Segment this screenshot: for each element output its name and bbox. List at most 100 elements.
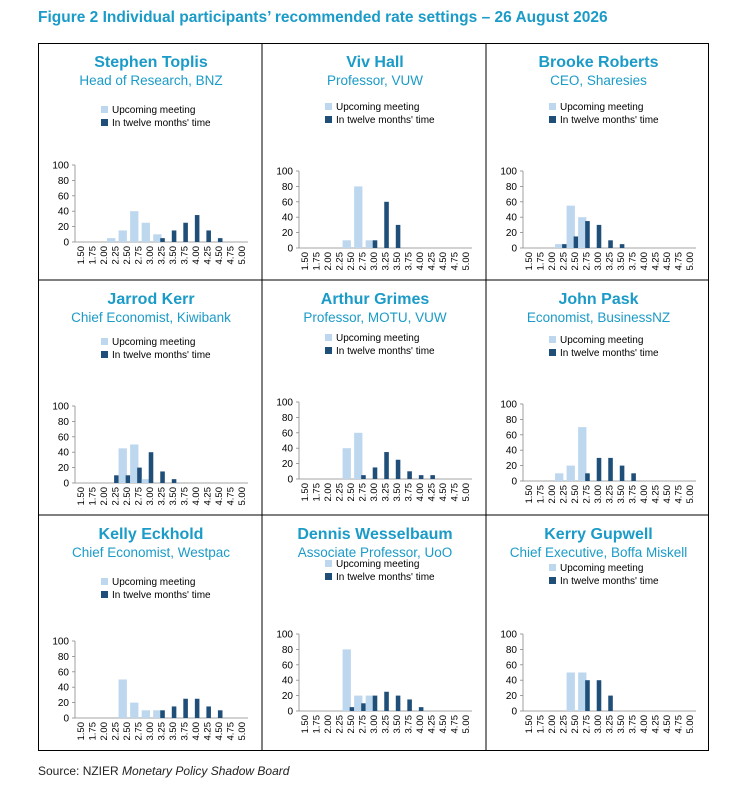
- x-tick-label: 4.75: [674, 715, 685, 734]
- bar-twelve-months: [407, 471, 412, 479]
- participant-role: Professor, VUW: [326, 73, 424, 88]
- participant-panel: John Pask Economist, BusinessNZ Upcoming m…: [487, 281, 710, 516]
- legend-label-upcoming: Upcoming meeting: [112, 105, 195, 116]
- bar-twelve-months: [619, 465, 625, 481]
- rate-chart: Upcoming meeting In twelve months' time 0 2…: [500, 102, 696, 271]
- x-tick-label: 2.00: [547, 715, 558, 734]
- legend-label-twelve: In twelve months' time: [560, 348, 659, 359]
- x-tick-label: 1.75: [311, 252, 322, 271]
- x-tick-label: 3.25: [605, 715, 616, 734]
- bar-upcoming: [578, 672, 587, 711]
- x-tick-label: 2.00: [547, 252, 558, 271]
- participant-name: Kerry Gupwell: [544, 526, 653, 543]
- x-tick-label: 2.25: [110, 487, 121, 506]
- bar-twelve-months: [361, 703, 366, 711]
- x-tick-label: 1.75: [87, 246, 98, 265]
- y-tick-label: 40: [506, 213, 518, 224]
- x-tick-label: 3.00: [145, 722, 156, 741]
- rate-chart: Upcoming meeting In twelve months' time 0 2…: [276, 333, 472, 502]
- bar-twelve-months: [372, 695, 378, 711]
- rate-chart: Upcoming meeting In twelve months' time 0 2…: [52, 337, 248, 506]
- participant-role: Chief Economist, Westpac: [71, 545, 231, 560]
- x-tick-label: 2.50: [570, 485, 581, 504]
- y-tick-label: 20: [506, 691, 518, 702]
- legend-label-twelve: In twelve months' time: [112, 350, 211, 361]
- legend-swatch-upcoming: [325, 103, 332, 110]
- y-tick-label: 80: [282, 182, 294, 193]
- y-tick-label: 60: [506, 197, 518, 208]
- y-tick-label: 80: [506, 415, 518, 426]
- bar-twelve-months: [596, 457, 602, 481]
- bar-upcoming: [118, 679, 127, 718]
- x-tick-label: 5.00: [685, 715, 696, 734]
- participant-name: Viv Hall: [346, 54, 404, 71]
- x-tick-label: 2.75: [133, 487, 144, 506]
- y-tick-label: 20: [58, 698, 70, 709]
- x-tick-label: 3.50: [392, 252, 403, 271]
- x-tick-label: 5.00: [685, 252, 696, 271]
- x-tick-label: 2.50: [346, 483, 357, 502]
- x-tick-label: 3.00: [369, 483, 380, 502]
- x-tick-label: 3.75: [404, 483, 415, 502]
- legend-label-upcoming: Upcoming meeting: [560, 102, 643, 113]
- x-tick-label: 2.25: [558, 485, 569, 504]
- bar-upcoming: [107, 238, 116, 242]
- grid-lines: [38, 43, 709, 751]
- legend-swatch-twelve: [549, 349, 556, 356]
- x-tick-label: 2.25: [110, 246, 121, 265]
- x-tick-label: 3.00: [593, 485, 604, 504]
- x-tick-label: 2.25: [334, 252, 345, 271]
- x-tick-label: 2.25: [558, 252, 569, 271]
- y-tick-label: 100: [500, 400, 517, 411]
- legend-label-twelve: In twelve months' time: [560, 115, 659, 126]
- y-tick-label: 100: [276, 398, 293, 409]
- participant-name: John Pask: [558, 291, 639, 308]
- rate-chart: Upcoming meeting In twelve months' time 0 2…: [52, 105, 248, 265]
- x-tick-label: 1.75: [535, 485, 546, 504]
- panel-grid: Stephen Toplis Head of Research, BNZ Upcom…: [38, 43, 709, 751]
- y-tick-label: 60: [282, 660, 294, 671]
- x-tick-label: 3.00: [593, 252, 604, 271]
- x-tick-label: 4.50: [662, 485, 673, 504]
- bar-upcoming: [354, 432, 363, 479]
- bar-upcoming: [365, 695, 374, 711]
- x-tick-label: 1.50: [524, 715, 535, 734]
- y-tick-label: 20: [282, 459, 294, 470]
- legend-swatch-upcoming: [325, 334, 332, 341]
- participant-panel: Jarrod Kerr Chief Economist, Kiwibank Upco…: [39, 281, 263, 516]
- x-tick-label: 3.25: [605, 252, 616, 271]
- participant-panel: Viv Hall Professor, VUW Upcoming meeting In…: [263, 44, 487, 281]
- legend-swatch-twelve: [549, 577, 556, 584]
- bar-upcoming: [555, 473, 564, 481]
- bar-twelve-months: [206, 230, 211, 242]
- bar-upcoming: [566, 672, 575, 711]
- bar-upcoming: [153, 710, 162, 718]
- y-tick-label: 40: [282, 676, 294, 687]
- bar-twelve-months: [596, 680, 602, 711]
- x-tick-label: 3.50: [616, 485, 627, 504]
- bar-upcoming: [578, 217, 587, 248]
- participant-name: Brooke Roberts: [538, 54, 659, 71]
- x-tick-label: 2.50: [346, 715, 357, 734]
- legend-swatch-upcoming: [101, 338, 108, 345]
- y-tick-label: 60: [58, 432, 70, 443]
- x-tick-label: 4.00: [639, 252, 650, 271]
- y-tick-label: 80: [506, 645, 518, 656]
- y-tick-label: 60: [58, 667, 70, 678]
- x-tick-label: 2.75: [581, 715, 592, 734]
- bar-twelve-months: [608, 240, 613, 248]
- x-tick-label: 3.25: [605, 485, 616, 504]
- bar-upcoming: [566, 205, 575, 248]
- x-tick-label: 4.00: [415, 715, 426, 734]
- x-tick-label: 3.75: [404, 715, 415, 734]
- bar-twelve-months: [171, 230, 177, 242]
- x-tick-label: 4.50: [662, 252, 673, 271]
- x-tick-label: 4.75: [226, 246, 237, 265]
- bar-upcoming: [365, 240, 374, 248]
- y-tick-label: 100: [276, 167, 293, 178]
- participant-panel: Dennis Wesselbaum Associate Professor, Uo…: [263, 516, 487, 752]
- bar-twelve-months: [418, 475, 424, 479]
- x-tick-label: 3.75: [628, 715, 639, 734]
- x-tick-label: 4.25: [203, 487, 214, 506]
- x-tick-label: 2.50: [122, 246, 133, 265]
